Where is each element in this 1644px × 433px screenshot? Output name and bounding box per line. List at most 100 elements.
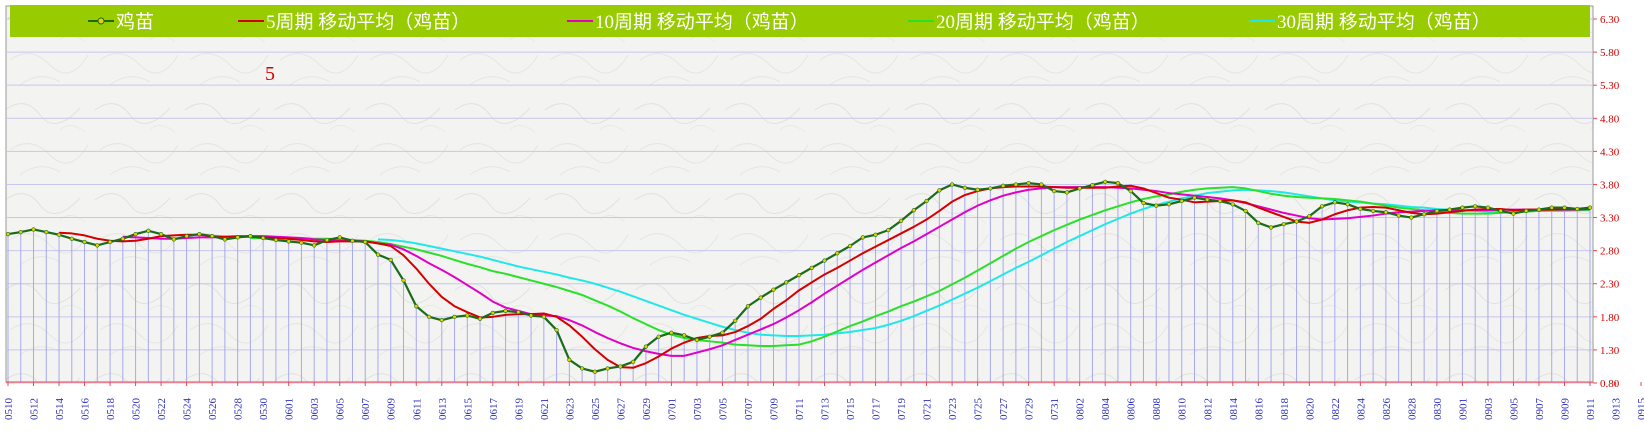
point-9 xyxy=(120,236,125,241)
point-68 xyxy=(873,232,878,237)
xtick-label-63: 0913 xyxy=(1611,398,1623,421)
point-26 xyxy=(337,235,342,240)
point-30 xyxy=(388,257,393,263)
point-36 xyxy=(465,313,470,318)
point-89 xyxy=(1141,200,1146,206)
point-102 xyxy=(1307,214,1312,219)
point-11 xyxy=(146,228,151,233)
series-line-3 xyxy=(250,186,1591,347)
point-86 xyxy=(1103,179,1108,184)
point-60 xyxy=(771,287,776,292)
point-29 xyxy=(375,252,381,257)
point-6 xyxy=(82,239,87,245)
xtick-label-64: 0915 xyxy=(1636,398,1644,421)
point-78 xyxy=(1001,183,1006,188)
point-120 xyxy=(1536,207,1542,212)
xtick-label-28: 0705 xyxy=(717,398,729,421)
point-114 xyxy=(1460,205,1465,210)
xtick-label-38: 0725 xyxy=(973,398,985,421)
point-49 xyxy=(631,359,636,364)
point-20 xyxy=(261,235,266,241)
legend-label-1: 5周期 移动平均（鸡苗） xyxy=(266,11,470,33)
point-16 xyxy=(210,233,215,239)
point-118 xyxy=(1511,211,1516,216)
ytick-label-8: 4.80 xyxy=(1600,113,1620,125)
ytick-label-7: 4.30 xyxy=(1600,146,1620,158)
ytick-label-1: 1.30 xyxy=(1600,345,1620,357)
point-66 xyxy=(847,243,853,249)
point-90 xyxy=(1154,203,1159,208)
point-21 xyxy=(273,237,279,243)
xtick-label-33: 0715 xyxy=(845,398,857,421)
xtick-label-27: 0703 xyxy=(692,398,704,421)
point-54 xyxy=(694,337,700,343)
point-115 xyxy=(1473,204,1478,209)
xtick-label-16: 0611 xyxy=(411,398,423,420)
point-77 xyxy=(988,186,993,191)
xtick-label-36: 0721 xyxy=(922,398,934,420)
xtick-label-19: 0617 xyxy=(488,398,500,421)
point-105 xyxy=(1345,202,1350,207)
ytick-label-4: 2.80 xyxy=(1600,246,1620,258)
xtick-label-9: 0528 xyxy=(233,398,245,421)
legend: 鸡苗 5周期 移动平均（鸡苗） 10周期 移动平均（鸡苗） 20周期 移动平均（鸡苗）… xyxy=(88,11,1491,33)
point-123 xyxy=(1575,206,1580,212)
series-line-4 xyxy=(377,188,1590,338)
point-42 xyxy=(541,314,546,319)
point-15 xyxy=(197,231,202,237)
series-markers xyxy=(5,179,1593,374)
point-88 xyxy=(1128,188,1133,194)
point-74 xyxy=(949,182,955,187)
xtick-label-45: 0808 xyxy=(1151,398,1163,421)
x-axis: 0510 0512 0514 0516 0518 0520 0522 0524 0526 0528… xyxy=(3,381,1644,421)
xtick-label-20: 0619 xyxy=(513,398,525,421)
xtick-label-54: 0826 xyxy=(1381,398,1393,421)
point-12 xyxy=(158,231,164,237)
series-line-1 xyxy=(58,184,1591,369)
point-57 xyxy=(733,318,738,323)
point-76 xyxy=(975,187,980,192)
xtick-label-49: 0816 xyxy=(1253,398,1265,421)
point-65 xyxy=(835,251,840,256)
xtick-label-58: 0903 xyxy=(1483,398,1495,421)
ytick-label-11: 6.30 xyxy=(1600,14,1620,26)
point-43 xyxy=(554,327,559,333)
point-111 xyxy=(1422,212,1427,217)
point-56 xyxy=(720,330,725,335)
point-103 xyxy=(1319,204,1325,209)
legend-marker-0 xyxy=(97,17,105,25)
point-84 xyxy=(1077,186,1082,191)
point-44 xyxy=(567,357,572,362)
point-18 xyxy=(235,235,240,240)
xtick-label-39: 0727 xyxy=(998,398,1010,421)
point-113 xyxy=(1447,207,1452,212)
xtick-label-52: 0822 xyxy=(1330,398,1342,420)
point-14 xyxy=(184,233,189,239)
point-81 xyxy=(1039,182,1044,187)
xtick-label-47: 0812 xyxy=(1202,398,1214,420)
marker-label: 5 xyxy=(265,63,275,85)
point-52 xyxy=(669,330,674,335)
point-73 xyxy=(937,188,942,193)
xtick-label-61: 0909 xyxy=(1559,398,1571,421)
xtick-label-3: 0516 xyxy=(80,398,92,421)
point-39 xyxy=(503,308,508,313)
xtick-label-30: 0709 xyxy=(768,398,780,421)
point-124 xyxy=(1587,205,1593,210)
point-0 xyxy=(5,231,11,237)
point-27 xyxy=(350,238,355,243)
legend-bar xyxy=(10,5,1590,37)
point-94 xyxy=(1205,197,1210,202)
xtick-label-10: 0530 xyxy=(258,398,270,421)
point-83 xyxy=(1064,190,1070,195)
xtick-label-60: 0907 xyxy=(1534,398,1546,421)
point-98 xyxy=(1256,220,1261,225)
xtick-label-32: 0713 xyxy=(820,398,832,421)
legend-label-4: 30周期 移动平均（鸡苗） xyxy=(1277,11,1491,33)
point-55 xyxy=(707,334,712,339)
point-62 xyxy=(796,273,802,278)
xtick-label-41: 0731 xyxy=(1049,398,1061,420)
point-79 xyxy=(1013,182,1018,187)
